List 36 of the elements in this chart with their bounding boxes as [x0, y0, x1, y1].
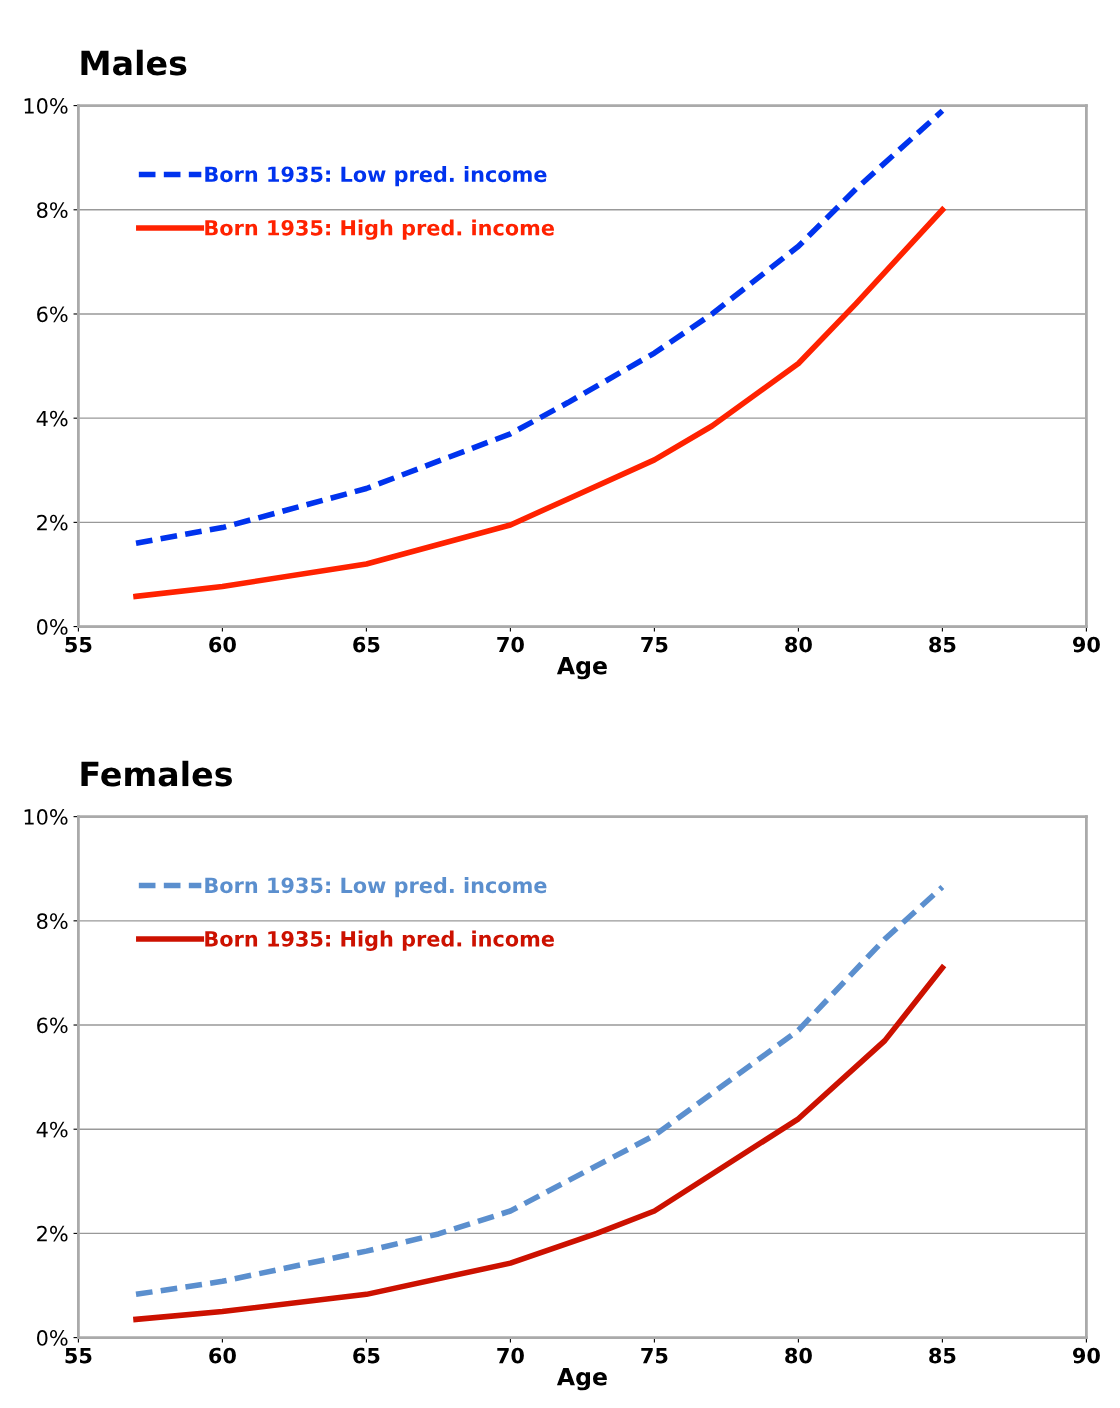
y-tick-label: 0% [37, 1330, 68, 1346]
y-tick-label: 4% [36, 1121, 68, 1138]
y-tick-label: 6% [37, 1017, 68, 1034]
chart-title: Females [81, 760, 232, 787]
x-tick-label: 90 [1072, 636, 1100, 653]
x-tick-label: 85 [929, 1347, 956, 1364]
x-axis-title: Age [556, 1368, 607, 1391]
x-tick-label: 55 [65, 1347, 92, 1364]
x-tick-label: 85 [929, 636, 956, 653]
x-tick-label: 80 [785, 1347, 812, 1364]
x-tick-label: 70 [497, 1347, 524, 1364]
y-tick-label: 2% [37, 1225, 68, 1242]
legend-label: Born 1935: High pred. income [205, 930, 554, 951]
y-tick-label: 10% [24, 98, 68, 114]
legend-label: Born 1935: High pred. income [205, 219, 554, 240]
y-tick-label: 8% [37, 913, 68, 930]
x-tick-label: 60 [209, 636, 236, 653]
x-tick-label: 75 [641, 1347, 668, 1364]
x-tick-label: 70 [497, 636, 524, 653]
y-tick-label: 6% [37, 306, 68, 323]
y-tick-label: 4% [36, 410, 68, 427]
x-tick-label: 75 [641, 636, 668, 653]
y-tick-label: 0% [37, 619, 68, 635]
x-tick-label: 65 [353, 1347, 380, 1364]
legend-label: Born 1935: Low pred. income [205, 166, 547, 187]
chart-title: Males [81, 49, 187, 76]
x-tick-label: 55 [65, 636, 92, 653]
y-tick-label: 10% [24, 809, 68, 825]
x-tick-label: 60 [209, 1347, 236, 1364]
x-tick-label: 80 [785, 636, 812, 653]
x-axis-title: Age [556, 656, 607, 680]
legend-label: Born 1935: Low pred. income [205, 877, 547, 898]
y-tick-label: 2% [37, 514, 68, 531]
x-tick-label: 65 [353, 636, 380, 653]
y-tick-label: 8% [37, 202, 68, 218]
x-tick-label: 90 [1072, 1347, 1100, 1364]
